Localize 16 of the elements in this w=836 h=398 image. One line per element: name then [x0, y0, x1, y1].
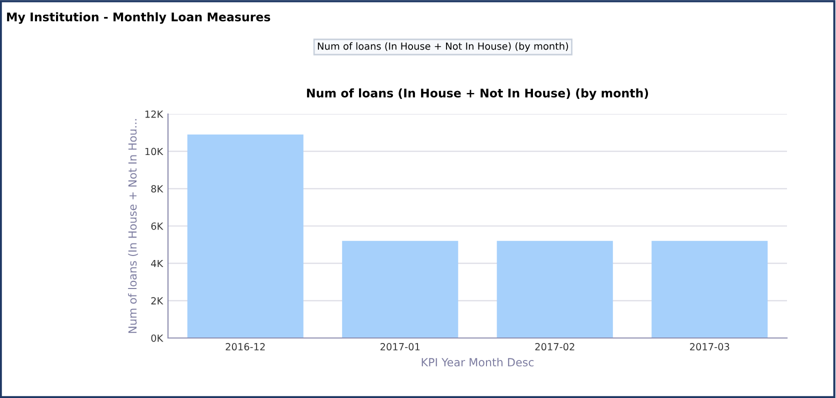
y-axis-title: Num of loans (In House + Not In Hou... [128, 119, 138, 333]
x-tick-label: 2017-01 [380, 343, 420, 350]
y-tick-label: 8K [151, 185, 164, 192]
x-axis-title: KPI Year Month Desc [422, 358, 534, 366]
y-tick-label: 2K [151, 297, 164, 304]
y-tick-label: 6K [151, 222, 164, 230]
chart-title: My Institution - Monthly Loan Measures [7, 12, 270, 24]
y-tick-label: 4K [151, 260, 164, 268]
chart-subtitle: Num of loans (In House + Not In House) (by month) [307, 88, 648, 100]
y-tick-label: 10K [145, 148, 164, 156]
x-tick-label: 2017-03 [690, 343, 730, 350]
text: Num of loans (In House + Not In House) (by month) [318, 42, 568, 52]
x-tick-label: 2017-02 [535, 343, 574, 350]
x-tick-label: 2016-12 [226, 343, 265, 350]
y-tick-label: 12K [145, 110, 164, 118]
y-tick-label: 0K [151, 334, 164, 342]
